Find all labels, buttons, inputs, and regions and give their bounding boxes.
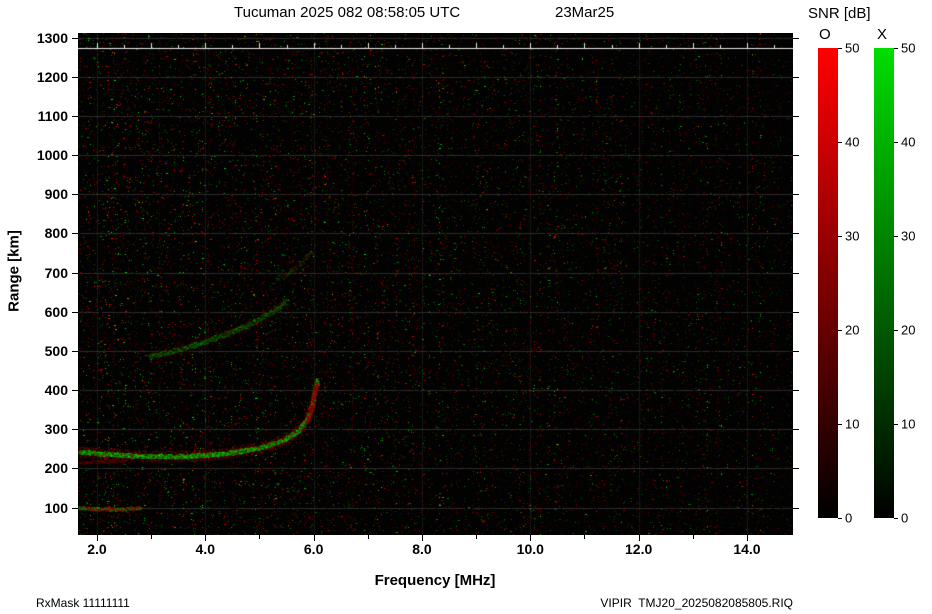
colorbar-o-tick-mark <box>838 518 842 519</box>
y-tick-mark <box>72 350 78 352</box>
y-tick-mark <box>72 116 78 117</box>
x-minor-tick-mark <box>151 535 153 539</box>
colorbar-x-tick-label: 10 <box>901 416 916 432</box>
y-tick-label: 1000 <box>36 147 68 164</box>
y-tick-mark-right <box>793 37 799 39</box>
y-tick-label: 200 <box>44 460 68 477</box>
colorbar-o-tick-mark <box>838 330 842 331</box>
y-tick-label: 800 <box>44 225 68 242</box>
x-tick-label: 10.0 <box>516 541 544 557</box>
x-mode-label: X <box>877 26 888 43</box>
x-tick-mark <box>205 535 207 541</box>
colorbar-o-tick-mark <box>838 424 842 425</box>
colorbar-x-tick-mark <box>894 48 898 49</box>
colorbar-o-tick-label: 20 <box>845 322 860 338</box>
x-minor-tick-mark <box>692 535 694 539</box>
y-tick-label: 1200 <box>36 68 68 85</box>
plot-date-label: 23Mar25 <box>555 4 615 21</box>
colorbar-o-tick-label: 0 <box>845 510 853 526</box>
x-minor-tick-mark <box>476 535 478 539</box>
x-tick-label: 4.0 <box>195 541 216 557</box>
y-tick-mark-right <box>793 429 799 431</box>
y-tick-label: 300 <box>44 421 68 438</box>
colorbar-o-tick-mark <box>838 236 842 237</box>
y-tick-mark <box>72 76 78 78</box>
x-tick-label: 8.0 <box>412 541 432 557</box>
y-tick-mark-right <box>793 76 799 78</box>
y-tick-mark <box>72 194 78 196</box>
x-tick-mark <box>313 535 315 541</box>
colorbar-o-tick-label: 50 <box>845 40 860 56</box>
y-axis-label: Range [km] <box>5 230 23 312</box>
y-tick-mark-right <box>793 116 799 117</box>
y-tick-mark-right <box>793 233 799 235</box>
x-tick-mark <box>638 535 640 541</box>
x-tick-mark <box>530 535 532 541</box>
colorbar-x-gradient <box>874 48 894 518</box>
colorbar-x-tick-mark <box>894 142 898 143</box>
y-tick-mark <box>72 155 78 157</box>
y-tick-mark-right <box>793 155 799 157</box>
x-tick-label: 14.0 <box>733 541 761 557</box>
y-tick-mark <box>72 507 78 509</box>
rxmask-label: RxMask 11111111 <box>36 596 130 610</box>
colorbar-x-tick-label: 40 <box>901 134 916 150</box>
y-tick-label: 700 <box>44 264 68 281</box>
y-tick-mark-right <box>793 272 799 274</box>
y-tick-label: 100 <box>44 499 68 516</box>
ionogram-canvas <box>78 33 793 535</box>
y-tick-mark-right <box>793 468 799 470</box>
x-minor-tick-mark <box>367 535 369 539</box>
colorbar-o-tick-label: 30 <box>845 228 860 244</box>
colorbar-title: SNR [dB] <box>808 5 871 22</box>
y-tick-label: 600 <box>44 303 68 320</box>
y-tick-label: 1100 <box>37 108 68 124</box>
y-tick-label: 900 <box>44 186 68 203</box>
colorbar-x-tick-label: 20 <box>901 322 916 338</box>
x-tick-mark <box>96 535 98 541</box>
data-filename-label: VIPIR TMJ20_2025082085805.RIQ <box>600 596 793 610</box>
y-tick-mark-right <box>793 311 799 313</box>
y-tick-mark <box>72 429 78 431</box>
plot-title: Tucuman 2025 082 08:58:05 UTC <box>234 4 461 21</box>
colorbar-x-tick-label: 30 <box>901 228 916 244</box>
colorbar-o-gradient <box>818 48 838 518</box>
x-minor-tick-mark <box>584 535 586 539</box>
colorbar-x-tick-mark <box>894 236 898 237</box>
y-tick-mark <box>72 233 78 235</box>
y-tick-label: 1300 <box>36 29 68 46</box>
colorbar-o-tick-mark <box>838 48 842 49</box>
y-tick-mark <box>72 468 78 470</box>
colorbar-x-tick-mark <box>894 424 898 425</box>
y-tick-mark <box>72 37 78 39</box>
colorbar-x-tick-label: 50 <box>901 40 916 56</box>
y-tick-mark <box>72 272 78 274</box>
y-tick-mark <box>72 390 78 392</box>
x-tick-label: 2.0 <box>87 541 107 557</box>
y-tick-label: 400 <box>44 382 68 399</box>
y-tick-mark <box>72 311 78 313</box>
o-mode-label: O <box>819 26 831 43</box>
y-tick-mark-right <box>793 390 799 392</box>
x-tick-mark <box>746 535 748 541</box>
x-axis-label: Frequency [MHz] <box>374 572 496 589</box>
colorbar-o-tick-label: 10 <box>845 416 860 432</box>
colorbar-x-tick-mark <box>894 330 898 331</box>
x-minor-tick-mark <box>259 535 261 539</box>
x-tick-label: 6.0 <box>303 541 324 557</box>
x-tick-label: 12.0 <box>625 541 653 557</box>
colorbar-x-tick-label: 0 <box>901 510 909 526</box>
y-tick-mark-right <box>793 194 799 196</box>
colorbar-o-tick-label: 40 <box>845 134 860 150</box>
y-tick-mark-right <box>793 507 799 509</box>
colorbar-x-tick-mark <box>894 518 898 519</box>
y-tick-mark-right <box>793 350 799 352</box>
x-tick-mark <box>421 535 423 541</box>
y-tick-label: 500 <box>44 342 68 359</box>
colorbar-o-tick-mark <box>838 142 842 143</box>
